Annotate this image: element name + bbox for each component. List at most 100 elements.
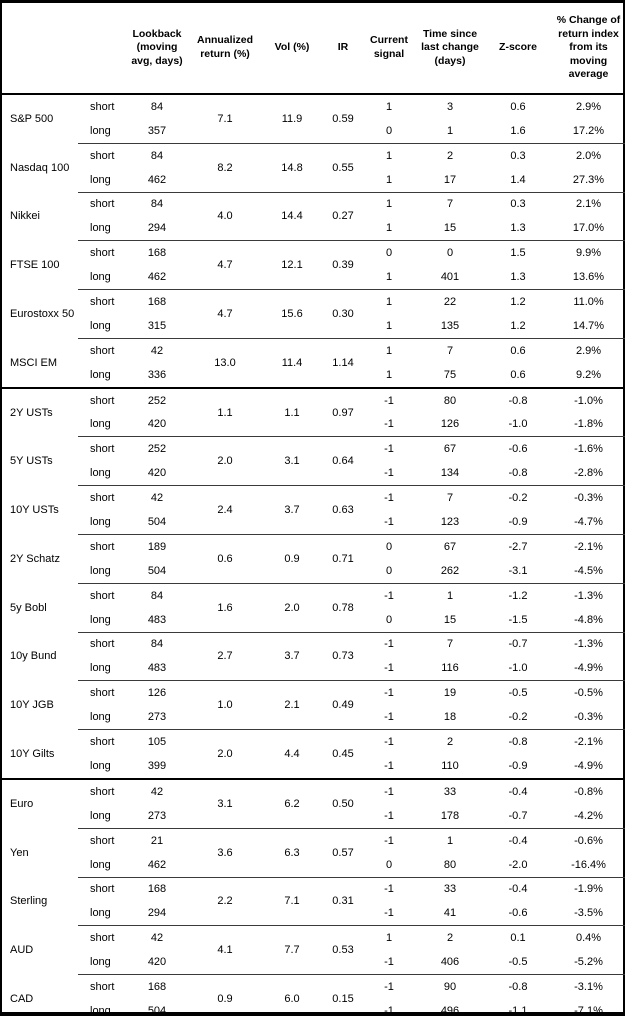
signal-long: -1	[364, 901, 414, 927]
pct-long: -7.1%	[574, 1004, 603, 1016]
lookback-short: 84	[150, 100, 164, 113]
zscore-long: -3.1	[486, 558, 550, 584]
vol-value: 11.4	[262, 338, 322, 389]
table-body: S&P 500 short 84 7.1 11.9 0.59 1 3 0.6 2.9% long 35…	[2, 94, 625, 1016]
pct-long: 27.3%	[550, 167, 625, 193]
time-short: 7	[446, 198, 454, 211]
pct-short: -2.1%	[574, 736, 603, 749]
time-short: 90	[443, 980, 457, 993]
lookback-long: 483	[126, 656, 188, 682]
asset-row-long: long 462 0 80 -2.0 -16.4%	[2, 852, 625, 878]
leg-label-short: short	[90, 785, 115, 798]
ir-value: 0.55	[322, 143, 364, 193]
time-long: 110	[414, 754, 486, 780]
zscore-short: 0.6	[510, 344, 526, 357]
vol-value: 6.0	[284, 992, 300, 1005]
table-header-row: Lookback (moving avg, days) Annualized re…	[2, 3, 625, 95]
pct-short: -3.1%	[574, 980, 603, 993]
ir-value: 0.71	[322, 534, 364, 584]
ann_return-value: 2.7	[188, 632, 262, 682]
lookback-long: 273	[126, 803, 188, 829]
lookback-long: 462	[126, 167, 188, 193]
zscore-short: 1.2	[510, 296, 526, 309]
asset-row-long: long 462 1 401 1.3 13.6%	[2, 265, 625, 291]
lookback-long: 504	[126, 510, 188, 536]
leg-label-long: long	[90, 1004, 111, 1016]
zscore-long: -2.0	[486, 852, 550, 878]
signal-long: 1	[364, 167, 414, 193]
asset-row-short: 5Y USTs short 252 2.0 3.1 0.64 -1 67 -0.6 -1.6%	[2, 436, 625, 487]
lookback-long: 420	[126, 950, 188, 976]
ann_return-value: 4.1	[188, 925, 262, 976]
time-long: 17	[414, 167, 486, 193]
vol-value: 3.7	[262, 485, 322, 536]
time-short: 2	[446, 932, 454, 945]
time-short: 22	[443, 296, 457, 309]
time-long: 401	[414, 265, 486, 291]
time-long: 406	[414, 950, 486, 976]
pct-short: 2.1%	[575, 198, 602, 211]
signal-short: 1	[385, 296, 393, 309]
asset-row-long: long 420 -1 406 -0.5 -5.2%	[2, 950, 625, 976]
lookback-short: 105	[147, 736, 167, 749]
pct-long: 17.0%	[550, 216, 625, 242]
zscore-short: -2.7	[508, 540, 528, 553]
ann_return-value: 3.6	[188, 828, 262, 878]
leg-label-long: long	[78, 901, 126, 927]
asset-row-short: Sterling short 168 2.2 7.1 0.31 -1 33 -0.4 -1.9%	[2, 877, 625, 927]
lookback-long: 504	[126, 558, 188, 584]
lookback-short: 126	[147, 687, 167, 700]
zscore-long: 1.4	[486, 167, 550, 193]
asset-row-long: long 294 1 15 1.3 17.0%	[2, 216, 625, 242]
ir-value: 0.50	[322, 778, 364, 829]
ann_return-value: 3.1	[188, 778, 262, 829]
asset-row-short: 10y Bund short 84 2.7 3.7 0.73 -1 7 -0.7 -1.3%	[2, 632, 625, 682]
lookback-long: 399	[126, 754, 188, 780]
signal-long: -1	[384, 1004, 394, 1016]
vol-value: 11.9	[262, 94, 322, 144]
zscore-short: -0.8	[508, 394, 528, 407]
ann_return-value: 2.2	[188, 877, 262, 927]
momentum-signals-table: Lookback (moving avg, days) Annualized re…	[2, 3, 625, 1016]
asset-row-long: long 462 1 17 1.4 27.3%	[2, 167, 625, 193]
leg-label-long: long	[78, 216, 126, 242]
lookback-short: 42	[150, 785, 164, 798]
zscore-short: -0.4	[508, 834, 528, 847]
asset-name: FTSE 100	[10, 259, 60, 272]
ann_return-value: 0.6	[188, 534, 262, 584]
zscore-long: -0.5	[486, 950, 550, 976]
leg-label-long: long	[78, 803, 126, 829]
leg-label-short: short	[90, 443, 115, 456]
ann_return-value: 4.7	[188, 240, 262, 291]
asset-row-short: MSCI EM short 42 13.0 11.4 1.14 1 7 0.6 2.9%	[2, 338, 625, 389]
leg-label-short: short	[90, 149, 115, 162]
signal-long: -1	[364, 803, 414, 829]
zscore-long: -0.7	[486, 803, 550, 829]
time-long: 18	[414, 705, 486, 731]
asset-row-long: long 336 1 75 0.6 9.2%	[2, 362, 625, 389]
asset-row-long: long 504 0 262 -3.1 -4.5%	[2, 558, 625, 584]
pct-short: -0.5%	[574, 687, 603, 700]
ir-value: 0.97	[322, 387, 364, 438]
pct-long: -4.5%	[550, 558, 625, 584]
empty-header-asset	[2, 3, 78, 95]
asset-name: Eurostoxx 50	[10, 307, 75, 320]
time-long: 262	[414, 558, 486, 584]
time-short: 3	[446, 100, 454, 113]
lookback-long: 294	[126, 901, 188, 927]
time-short: 67	[443, 540, 457, 553]
pct-long: 17.2%	[550, 118, 625, 144]
leg-label-long: long	[78, 607, 126, 633]
time-long: 135	[414, 314, 486, 339]
signal-long: 0	[364, 558, 414, 584]
leg-label-short: short	[90, 100, 115, 113]
lookback-long: 294	[126, 216, 188, 242]
leg-label-short: short	[90, 296, 115, 309]
ann_return-value: 1.0	[188, 680, 262, 731]
asset-row-short: S&P 500 short 84 7.1 11.9 0.59 1 3 0.6 2.9%	[2, 94, 625, 144]
signal-long: -1	[364, 754, 414, 780]
time-short: 1	[446, 834, 454, 847]
pct-short: -1.3%	[574, 589, 603, 602]
time-long: 15	[414, 607, 486, 633]
leg-label-short: short	[90, 932, 115, 945]
